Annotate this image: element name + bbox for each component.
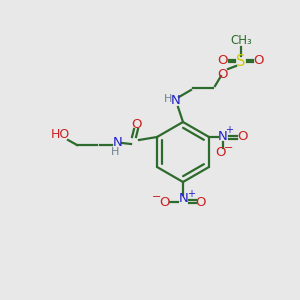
Text: S: S [236,55,246,70]
Text: H: H [164,94,172,104]
Text: −: − [152,192,162,202]
Text: O: O [238,130,248,143]
Text: O: O [131,118,141,130]
Text: N: N [218,130,228,142]
Text: O: O [218,55,228,68]
Text: +: + [187,189,195,199]
Text: O: O [216,146,226,160]
Text: O: O [159,196,169,209]
Text: +: + [225,125,233,135]
Text: −: − [224,143,234,153]
Text: O: O [254,55,264,68]
Text: O: O [196,196,206,208]
Text: N: N [113,136,123,149]
Text: CH₃: CH₃ [230,34,252,46]
Text: O: O [218,68,228,80]
Text: H: H [111,147,119,157]
Text: N: N [179,193,189,206]
Text: N: N [171,94,181,107]
Text: HO: HO [50,128,70,142]
